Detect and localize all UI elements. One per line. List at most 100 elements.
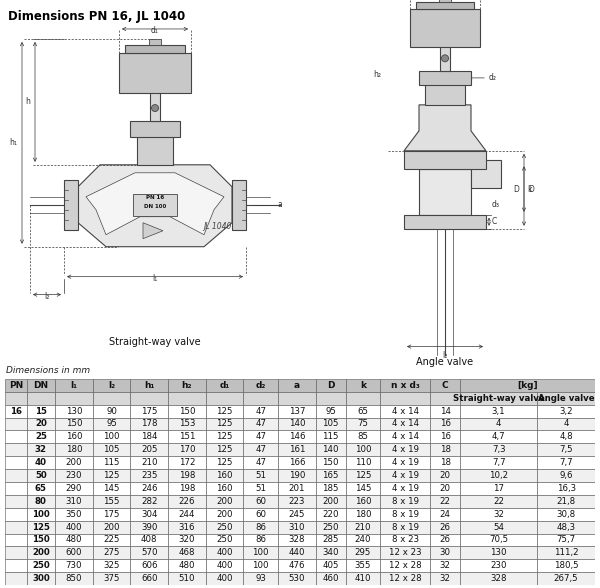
- Text: 130: 130: [490, 549, 507, 557]
- Text: l₂: l₂: [44, 292, 50, 300]
- Bar: [27, 379, 55, 392]
- Text: 8 x 19: 8 x 19: [392, 523, 419, 532]
- Bar: [93, 379, 130, 392]
- Circle shape: [151, 105, 158, 112]
- Bar: [206, 559, 244, 572]
- Bar: [537, 392, 595, 405]
- Bar: [460, 469, 537, 482]
- Bar: [537, 572, 595, 585]
- Text: 220: 220: [322, 510, 339, 519]
- Bar: [206, 417, 244, 430]
- Bar: [460, 520, 537, 533]
- Bar: [380, 379, 430, 392]
- Text: a: a: [278, 201, 283, 209]
- Bar: [149, 39, 161, 45]
- Bar: [5, 456, 27, 469]
- Bar: [537, 456, 595, 469]
- Text: 4 x 19: 4 x 19: [392, 471, 419, 480]
- Bar: [416, 2, 474, 9]
- Bar: [430, 508, 460, 520]
- Text: 100: 100: [32, 510, 50, 519]
- Polygon shape: [404, 105, 486, 151]
- Bar: [316, 546, 346, 559]
- Text: Straight-way valve: Straight-way valve: [109, 336, 201, 346]
- Text: 200: 200: [65, 458, 82, 467]
- Bar: [5, 508, 27, 520]
- Text: 115: 115: [103, 458, 120, 467]
- Bar: [150, 89, 160, 121]
- Text: 80: 80: [35, 497, 47, 506]
- Text: 140: 140: [322, 445, 339, 455]
- Text: 468: 468: [179, 549, 195, 557]
- Bar: [206, 546, 244, 559]
- Bar: [244, 456, 278, 469]
- Text: 600: 600: [65, 549, 82, 557]
- Text: h₁: h₁: [9, 138, 17, 148]
- Bar: [168, 546, 206, 559]
- Text: JL 1040: JL 1040: [203, 222, 232, 231]
- Bar: [55, 417, 93, 430]
- Text: 3,1: 3,1: [492, 407, 505, 416]
- Text: h₂: h₂: [373, 70, 381, 79]
- Bar: [27, 508, 55, 520]
- Bar: [5, 417, 27, 430]
- Text: 408: 408: [141, 536, 158, 544]
- Text: PN: PN: [8, 381, 23, 390]
- Text: 25: 25: [35, 432, 47, 442]
- Text: 32: 32: [493, 510, 504, 519]
- Text: 4 x 14: 4 x 14: [392, 419, 419, 429]
- Text: 400: 400: [217, 549, 233, 557]
- Bar: [93, 495, 130, 508]
- Text: 8 x 19: 8 x 19: [392, 510, 419, 519]
- Bar: [206, 405, 244, 417]
- Bar: [380, 469, 430, 482]
- Bar: [244, 559, 278, 572]
- Text: 14: 14: [440, 407, 451, 416]
- Bar: [346, 405, 380, 417]
- Text: Angle valve: Angle valve: [416, 356, 473, 366]
- Text: D: D: [513, 185, 519, 194]
- Text: 145: 145: [355, 484, 371, 493]
- Bar: [410, 9, 480, 47]
- Text: 3,2: 3,2: [559, 407, 573, 416]
- Bar: [278, 559, 316, 572]
- Text: 7,7: 7,7: [559, 458, 573, 467]
- Bar: [130, 546, 168, 559]
- Circle shape: [442, 55, 449, 62]
- Text: 190: 190: [289, 471, 305, 480]
- Bar: [5, 495, 27, 508]
- Text: 235: 235: [141, 471, 158, 480]
- Text: 9,6: 9,6: [559, 471, 573, 480]
- Bar: [316, 508, 346, 520]
- Bar: [419, 71, 471, 85]
- Bar: [316, 392, 346, 405]
- Text: 246: 246: [141, 484, 158, 493]
- Text: 4 x 14: 4 x 14: [392, 407, 419, 416]
- Bar: [168, 495, 206, 508]
- Bar: [93, 533, 130, 546]
- Text: 320: 320: [179, 536, 195, 544]
- Bar: [168, 417, 206, 430]
- Bar: [55, 379, 93, 392]
- Text: 100: 100: [253, 561, 269, 570]
- Text: 282: 282: [141, 497, 158, 506]
- Bar: [206, 533, 244, 546]
- Bar: [278, 533, 316, 546]
- Text: d₁: d₁: [151, 26, 159, 35]
- Text: 125: 125: [355, 471, 371, 480]
- Bar: [244, 520, 278, 533]
- Bar: [130, 559, 168, 572]
- Bar: [206, 392, 244, 405]
- Text: 180,5: 180,5: [554, 561, 578, 570]
- Bar: [5, 482, 27, 495]
- Text: 4,7: 4,7: [492, 432, 505, 442]
- Text: 200: 200: [217, 510, 233, 519]
- Bar: [346, 520, 380, 533]
- Bar: [460, 392, 537, 405]
- Text: 125: 125: [217, 458, 233, 467]
- Bar: [346, 443, 380, 456]
- Bar: [5, 379, 27, 392]
- Text: 205: 205: [141, 445, 158, 455]
- Text: 160: 160: [217, 471, 233, 480]
- Bar: [93, 520, 130, 533]
